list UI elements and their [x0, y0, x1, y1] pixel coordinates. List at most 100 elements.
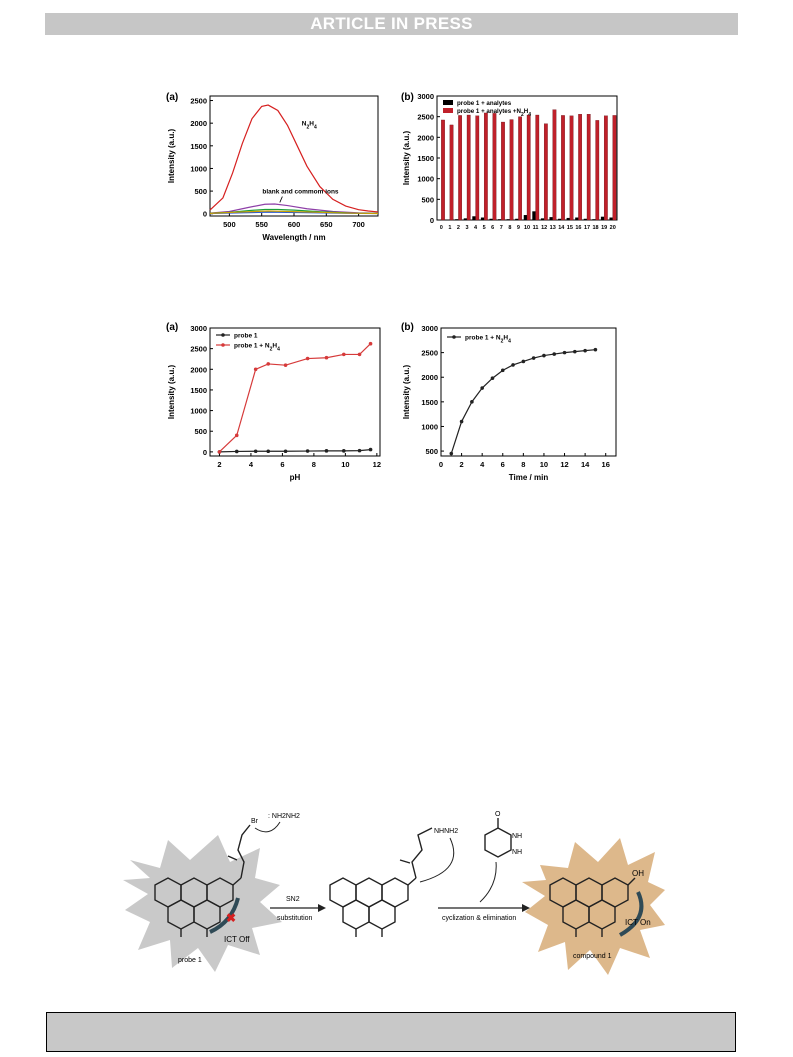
x-tick-label: 19: [601, 225, 607, 231]
y-tick-label: 2500: [417, 113, 434, 122]
x-tick-label: 11: [533, 225, 539, 231]
legend-text-analytes-n2h4: probe 1 + analytes +N2H4: [457, 108, 531, 118]
bar-analyte: [575, 217, 579, 220]
y-tick-label: 1000: [190, 164, 207, 173]
x-tick-label: 18: [593, 225, 599, 231]
data-point: [459, 419, 464, 424]
x-tick-label: 13: [550, 225, 556, 231]
bar-analyte-n2h4: [595, 120, 600, 221]
compound-label: compound 1: [573, 953, 612, 960]
x-tick-label: 4: [249, 460, 254, 469]
x-tick-label: 14: [558, 225, 565, 231]
data-point: [253, 449, 258, 454]
legend-probe-n2h4-marker: [452, 335, 456, 339]
bar-analyte: [523, 215, 527, 220]
series-line-0: [219, 449, 371, 453]
y-axis-label: Intensity (a.u.): [167, 365, 176, 420]
x-tick-label: 3: [465, 225, 468, 231]
footer-placeholder-box: [46, 1012, 736, 1052]
bar-analyte: [498, 219, 502, 220]
annotation-n2h4: N2H4: [302, 120, 317, 130]
series-line-1: [219, 343, 371, 453]
data-point: [217, 450, 222, 454]
y-tick-label: 500: [421, 195, 434, 204]
data-point: [480, 386, 484, 390]
bar-analyte-n2h4: [501, 121, 505, 221]
panel-label: (a): [166, 92, 178, 103]
y-tick-label: 0: [203, 210, 207, 219]
byproduct-nh-label-1: NH: [512, 833, 522, 840]
x-tick-label: 2: [460, 460, 464, 469]
y-tick-label: 2500: [190, 97, 207, 106]
x-tick-label: 8: [508, 225, 511, 231]
x-tick-label: 9: [517, 225, 520, 231]
y-tick-label: 2000: [421, 373, 438, 382]
legend-text-analytes: probe 1 + analytes: [457, 100, 512, 107]
x-tick-label: 10: [524, 225, 530, 231]
bar-analyte: [506, 219, 510, 220]
bar-analyte-n2h4: [552, 109, 557, 221]
legend-probe-n2h4-marker: [221, 343, 225, 347]
step2-label: cyclization & elimination: [442, 915, 516, 922]
legend-probe-text: probe 1: [234, 333, 258, 340]
x-tick-label: 600: [288, 220, 301, 229]
figure-2a-ph-dependence: (a) Intensity (a.u.) pH 0 500 1000 1500 2000 250…: [166, 322, 381, 482]
y-tick-label: 2500: [190, 345, 207, 354]
data-point: [266, 362, 271, 366]
plot-frame: [209, 327, 381, 457]
x-tick-label: 12: [560, 460, 568, 469]
bar-analyte-n2h4: [509, 119, 514, 221]
y-tick-label: 1000: [417, 175, 434, 184]
x-axis-label: Wavelength / nm: [262, 233, 325, 242]
x-tick-label: 20: [610, 225, 616, 231]
bar-analyte-n2h4: [492, 113, 497, 221]
x-tick-label: 6: [280, 460, 284, 469]
data-point: [357, 352, 362, 357]
data-point: [542, 353, 546, 358]
x-tick-label: 8: [521, 460, 525, 469]
x-tick-label: 12: [541, 225, 547, 231]
data-point: [583, 348, 587, 353]
y-tick-label: 500: [425, 447, 438, 456]
panel-label: (b): [401, 322, 414, 333]
x-tick-label: 700: [352, 220, 365, 229]
data-point: [324, 355, 329, 360]
bar-analyte-n2h4: [475, 115, 480, 221]
y-tick-label: 1500: [190, 386, 207, 395]
x-tick-label: 4: [480, 460, 485, 469]
bar-analyte: [558, 218, 562, 220]
bar-analyte-n2h4: [561, 115, 565, 221]
data-point: [266, 449, 271, 454]
bar-analyte-n2h4: [543, 123, 548, 221]
intermediate-structure-icon: [329, 827, 433, 937]
bar-analyte: [455, 219, 459, 220]
x-tick-label: 5: [483, 225, 486, 231]
probe-starburst: [123, 835, 282, 972]
annotation-blank: blank and commom ions: [262, 188, 339, 195]
data-point: [341, 449, 346, 453]
plot-frame: [440, 327, 617, 457]
series-line-1: [209, 203, 379, 214]
bar-analyte: [515, 218, 519, 220]
bar-analyte: [480, 217, 485, 220]
y-axis-label: Intensity (a.u.): [402, 365, 411, 420]
x-tick-label: 16: [602, 460, 610, 469]
byproduct-o-label: O: [495, 811, 501, 818]
y-tick-label: 2000: [417, 133, 434, 142]
data-point: [511, 363, 515, 367]
x-tick-label: 500: [223, 220, 236, 229]
probe-structure-icon: [154, 824, 251, 937]
compound-structure-icon: [549, 877, 636, 937]
x-tick-label: 650: [320, 220, 333, 229]
bar-analyte: [489, 218, 493, 220]
bar-analyte-n2h4: [586, 114, 591, 221]
byproduct-nh-label-2: NH: [512, 849, 522, 856]
bar-analyte: [600, 216, 605, 220]
y-axis-label: Intensity (a.u.): [402, 131, 411, 186]
data-point: [552, 352, 557, 356]
x-tick-label: 14: [581, 460, 590, 469]
step1-bottom-label: substitution: [277, 915, 313, 922]
panel-label: (b): [401, 92, 414, 103]
ict-off-arrow-icon: [209, 897, 240, 934]
probe-label: probe 1: [178, 957, 202, 964]
